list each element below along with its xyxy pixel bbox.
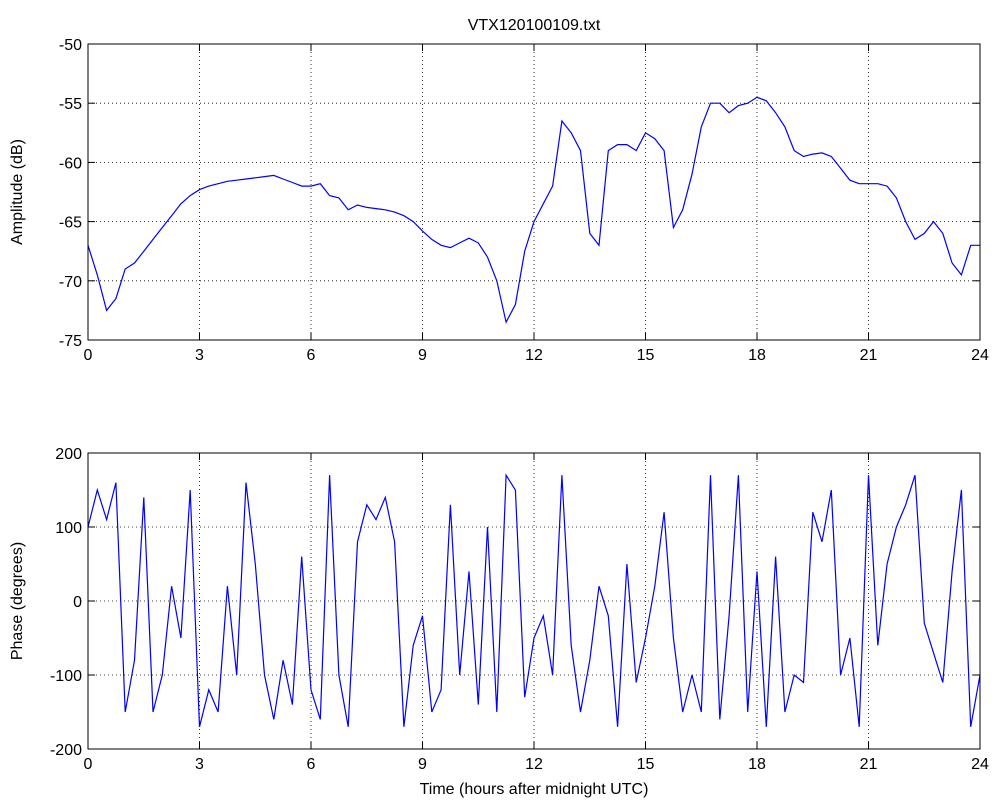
x-tick-label: 6 [307, 756, 316, 773]
x-tick-label: 21 [860, 347, 878, 364]
y-axis-label: Amplitude (dB) [9, 139, 26, 245]
x-tick-label: 0 [84, 756, 93, 773]
y-tick-label: -200 [50, 742, 82, 759]
x-tick-label: 0 [84, 347, 93, 364]
y-tick-label: 200 [55, 446, 82, 463]
x-tick-label: 12 [525, 347, 543, 364]
chart-title: VTX120100109.txt [468, 17, 601, 34]
y-tick-label: -70 [59, 274, 82, 291]
data-line [87, 96, 980, 324]
x-tick-label: 15 [637, 756, 655, 773]
x-tick-label: 21 [860, 756, 878, 773]
x-tick-label: 12 [525, 756, 543, 773]
y-tick-label: 100 [55, 520, 82, 537]
x-tick-label: 9 [418, 756, 427, 773]
x-tick-label: 24 [971, 756, 989, 773]
y-tick-label: -50 [59, 37, 82, 54]
x-tick-label: 24 [971, 347, 989, 364]
x-tick-label: 18 [748, 347, 766, 364]
y-tick-label: 0 [73, 594, 82, 611]
y-tick-label: -65 [59, 215, 82, 232]
x-axis-label: Time (hours after midnight UTC) [420, 781, 649, 798]
x-tick-label: 6 [307, 347, 316, 364]
y-tick-label: -75 [59, 333, 82, 350]
y-tick-label: -60 [59, 155, 82, 172]
x-tick-label: 9 [418, 347, 427, 364]
y-tick-label: -55 [59, 96, 82, 113]
axes-box [87, 452, 981, 750]
x-tick-label: 3 [195, 347, 204, 364]
x-tick-label: 3 [195, 756, 204, 773]
axes-box [87, 43, 981, 341]
y-axis-label: Phase (degrees) [9, 542, 26, 660]
y-tick-label: -100 [50, 668, 82, 685]
x-tick-label: 18 [748, 756, 766, 773]
data-line [87, 473, 981, 727]
x-tick-label: 15 [637, 347, 655, 364]
